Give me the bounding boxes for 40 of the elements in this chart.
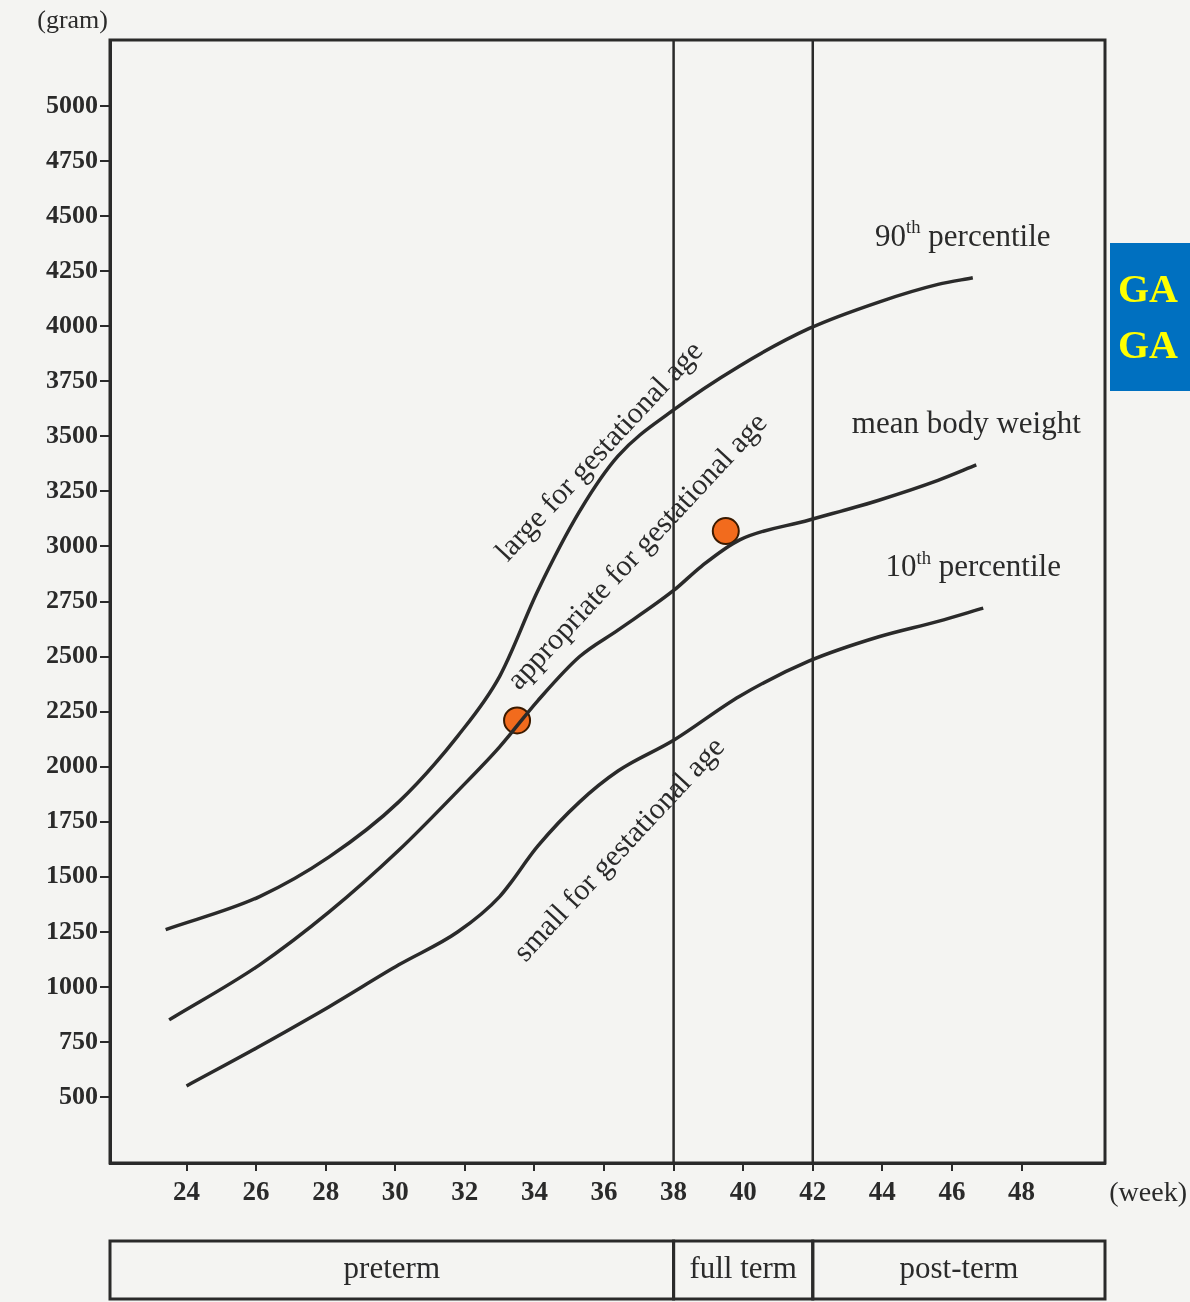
y-tick-label: 1000 [46,970,98,1000]
y-tick-label: 4750 [46,144,98,174]
x-tick-label: 42 [799,1176,827,1207]
x-tick-label: 48 [1008,1176,1035,1207]
x-tick-label: 26 [242,1176,270,1207]
x-tick-label: 34 [520,1176,548,1207]
y-tick-label: 1250 [46,915,98,945]
text: post-term [899,1250,1019,1286]
y-tick-label: 4250 [46,254,98,284]
y-tick-label: 4500 [46,199,98,229]
y-tick-label: 2500 [46,640,98,670]
x-tick-label: 36 [590,1176,618,1207]
text: full term [689,1250,797,1286]
y-tick-label: 2750 [46,585,98,615]
y-tick-label: 3250 [46,475,98,505]
text: preterm [343,1250,440,1286]
y-tick-label: 1750 [46,805,98,835]
x-tick-label: 24 [173,1176,201,1207]
x-tick-label: 28 [312,1176,340,1207]
x-tick-label: 30 [381,1176,409,1207]
x-tick-label: 46 [938,1176,966,1207]
y-tick-label: 5000 [46,89,98,119]
series-label: mean body weight [851,404,1082,440]
x-tick-label: 38 [660,1176,688,1207]
text: GA [1118,265,1179,313]
x-tick-label: 32 [451,1176,479,1207]
y-tick-label: 500 [59,1080,98,1110]
y-tick-label: 750 [59,1025,98,1055]
y-tick-label: 2000 [46,750,98,780]
x-axis-title: (week) [1109,1176,1188,1207]
text: GA [1118,321,1179,369]
x-tick-label: 44 [868,1176,896,1207]
y-tick-label: 1500 [46,860,98,890]
y-axis-title: (gram) [37,5,109,34]
x-tick-label: 40 [729,1176,757,1207]
y-tick-label: 3000 [46,530,98,560]
y-tick-label: 3750 [46,365,98,395]
y-tick-label: 2250 [46,695,98,725]
y-tick-label: 3500 [46,420,98,450]
y-tick-label: 4000 [46,309,98,339]
